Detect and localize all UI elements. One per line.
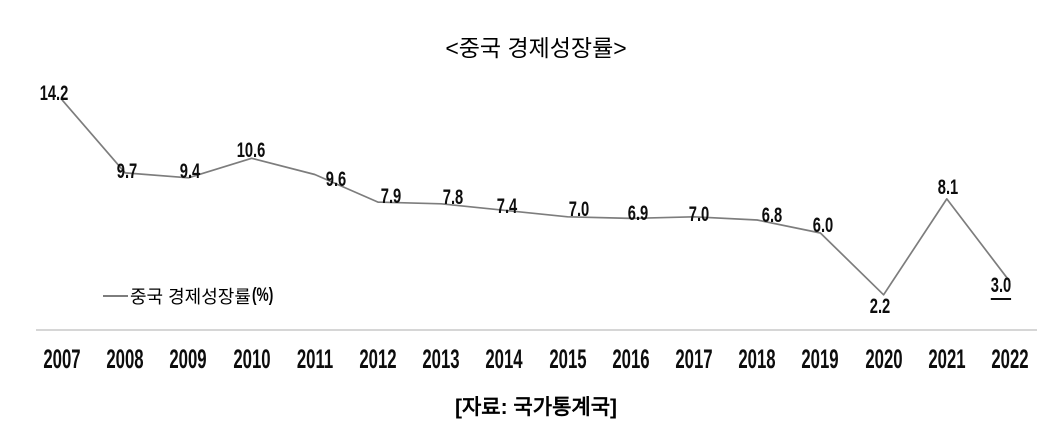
source-caption: [자료: 국가통계국]: [454, 396, 618, 419]
data-label-2007: 14.2: [39, 81, 69, 105]
x-axis-label-2022: 2022: [991, 344, 1029, 374]
legend-unit-label: (%): [251, 285, 274, 306]
x-axis-label-2014: 2014: [485, 344, 524, 374]
data-label-2012: 7.9: [380, 185, 402, 209]
data-label-2014: 7.4: [497, 195, 518, 219]
data-label-2008: 9.7: [116, 159, 138, 183]
data-label-2022: 3.0: [990, 275, 1012, 300]
data-label-2019: 6.0: [813, 214, 834, 237]
x-axis-label-2011: 2011: [296, 344, 333, 374]
data-label-2017: 7.0: [688, 202, 710, 226]
legend-line-swatch: [103, 295, 128, 297]
x-axis-label-2007: 2007: [43, 344, 81, 374]
x-axis-label-2008: 2008: [106, 344, 144, 374]
x-axis-label-2015: 2015: [548, 344, 587, 374]
chart-title: <중국 경제성장률>: [445, 35, 627, 61]
x-axis-label-2021: 2021: [928, 344, 966, 374]
x-axis-label-2012: 2012: [359, 344, 397, 374]
x-axis-label-2019: 2019: [801, 344, 840, 374]
data-label-2011: 9.6: [325, 167, 347, 191]
x-axis-label-2009: 2009: [169, 344, 208, 374]
data-label-2010: 10.6: [236, 139, 265, 163]
data-label-2020: 2.2: [869, 294, 890, 318]
data-label-2016: 6.9: [627, 202, 649, 226]
data-label-2009: 9.4: [180, 159, 201, 183]
legend: 중국 경제성장률 (%): [103, 283, 281, 309]
x-axis-label-2018: 2018: [738, 344, 776, 374]
data-label-2021: 8.1: [937, 175, 959, 199]
x-axis-label-2010: 2010: [232, 344, 271, 374]
data-label-2013: 7.8: [442, 185, 464, 209]
x-axis-label-2013: 2013: [422, 344, 460, 374]
x-axis-label-2020: 2020: [864, 344, 903, 374]
data-label-2015: 7.0: [568, 197, 589, 221]
x-axis-label-2017: 2017: [675, 344, 713, 374]
x-axis-label-2016: 2016: [612, 344, 650, 374]
legend-label: 중국 경제성장률: [130, 287, 251, 307]
series-line: [61, 99, 1011, 296]
data-label-2018: 6.8: [761, 204, 783, 227]
